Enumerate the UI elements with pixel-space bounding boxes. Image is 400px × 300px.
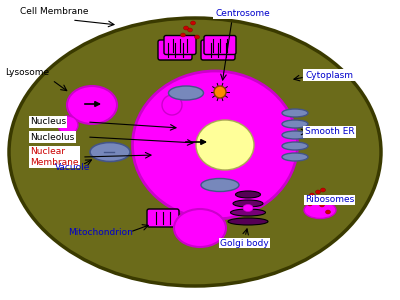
Ellipse shape — [162, 95, 182, 115]
Ellipse shape — [282, 131, 308, 139]
Text: Cytoplasm: Cytoplasm — [305, 70, 353, 80]
Ellipse shape — [188, 28, 192, 32]
Text: Smooth ER: Smooth ER — [305, 128, 355, 136]
Ellipse shape — [58, 116, 78, 134]
Text: Lysosome: Lysosome — [5, 68, 49, 77]
Text: Vacuole: Vacuole — [55, 163, 90, 172]
Ellipse shape — [67, 86, 117, 124]
Ellipse shape — [310, 193, 314, 197]
Ellipse shape — [132, 71, 298, 219]
Ellipse shape — [184, 26, 188, 30]
Text: Cell Membrane: Cell Membrane — [20, 7, 88, 16]
Ellipse shape — [326, 210, 330, 214]
Ellipse shape — [174, 209, 226, 247]
Ellipse shape — [308, 202, 312, 206]
Text: Nuclear
Membrane: Nuclear Membrane — [30, 147, 78, 167]
FancyBboxPatch shape — [147, 209, 179, 227]
Ellipse shape — [190, 21, 196, 25]
FancyBboxPatch shape — [158, 40, 192, 60]
Ellipse shape — [282, 109, 308, 117]
Ellipse shape — [230, 209, 266, 216]
Ellipse shape — [243, 205, 253, 212]
Ellipse shape — [282, 142, 308, 150]
Ellipse shape — [320, 203, 324, 207]
Ellipse shape — [214, 86, 226, 98]
Ellipse shape — [194, 35, 200, 39]
Text: Nucleus: Nucleus — [30, 118, 66, 127]
Ellipse shape — [316, 190, 320, 194]
Text: Centrosome: Centrosome — [215, 8, 270, 17]
Ellipse shape — [228, 218, 268, 225]
FancyBboxPatch shape — [204, 35, 236, 55]
Ellipse shape — [236, 191, 260, 198]
Ellipse shape — [168, 86, 204, 100]
Ellipse shape — [196, 120, 254, 170]
Text: Golgi body: Golgi body — [220, 238, 269, 247]
Ellipse shape — [282, 120, 308, 128]
Ellipse shape — [304, 202, 336, 218]
Ellipse shape — [90, 142, 130, 161]
Ellipse shape — [180, 33, 186, 37]
Ellipse shape — [314, 198, 318, 202]
FancyBboxPatch shape — [164, 35, 196, 55]
Ellipse shape — [9, 18, 381, 286]
Text: Mitochondrion: Mitochondrion — [68, 228, 133, 237]
Ellipse shape — [320, 188, 326, 192]
Text: Ribosomes: Ribosomes — [305, 196, 354, 205]
Ellipse shape — [282, 153, 308, 161]
Ellipse shape — [201, 178, 239, 191]
FancyBboxPatch shape — [201, 40, 235, 60]
Ellipse shape — [233, 200, 263, 207]
Ellipse shape — [324, 195, 328, 199]
Text: Nucleolus: Nucleolus — [30, 133, 74, 142]
